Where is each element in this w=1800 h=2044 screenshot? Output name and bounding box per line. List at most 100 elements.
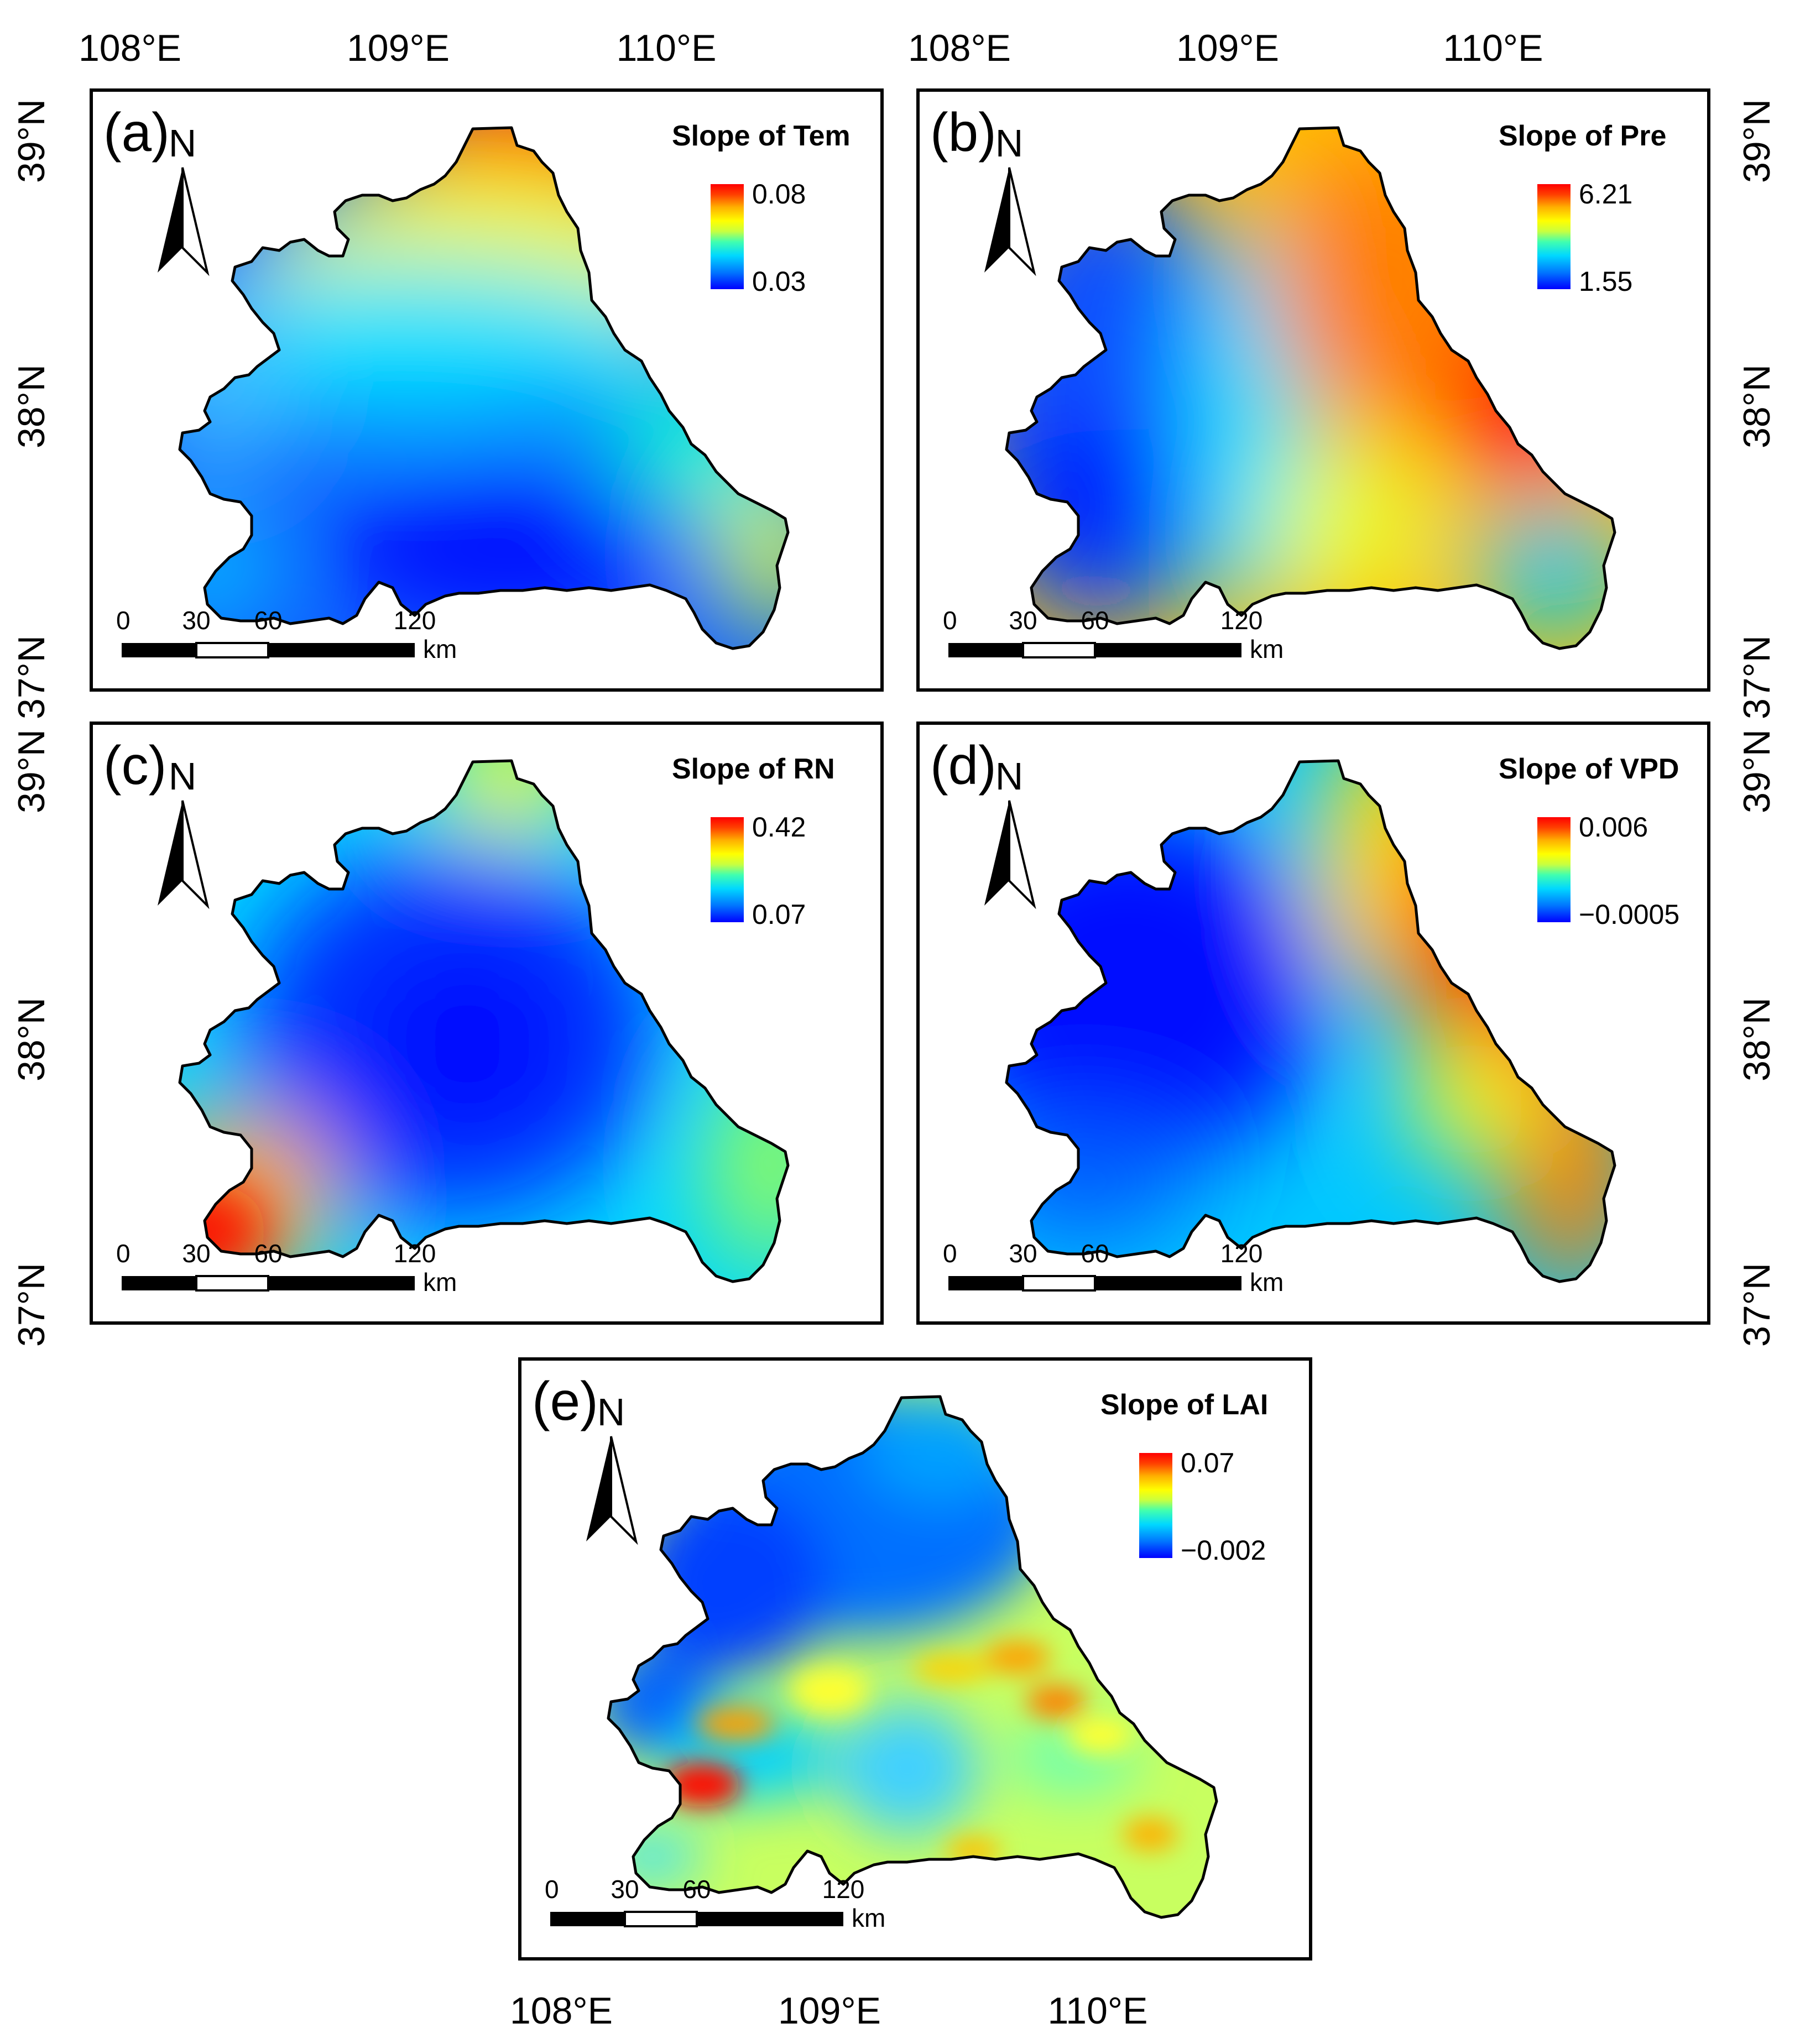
legend: Slope of RN 0.42 0.07 (672, 753, 835, 930)
legend-color-ramp (1537, 817, 1571, 922)
left-lat-label: 38°N (11, 997, 53, 1081)
scale-segment-black (948, 1276, 1023, 1290)
legend-min-value: 1.55 (1579, 266, 1632, 297)
panel-frame (916, 722, 1710, 1325)
scale-segment-black (268, 643, 415, 657)
left-lat-label: 37°N (11, 1263, 53, 1347)
scale-tick-label: 60 (254, 606, 282, 635)
scale-unit: km (1250, 1268, 1284, 1297)
right-lat-label: 39°N (1736, 729, 1778, 813)
legend-min-value: −0.0005 (1579, 899, 1679, 930)
scale-segment-black (268, 1276, 415, 1290)
scale-tick-label: 0 (545, 1875, 559, 1904)
scale-segment-black (550, 1912, 625, 1926)
right-lat-label: 38°N (1736, 364, 1778, 448)
north-arrow: N (984, 122, 1036, 276)
legend-title: Slope of LAI (1100, 1389, 1268, 1421)
north-arrow-left-half (586, 1436, 611, 1541)
legend: Slope of Tem 0.08 0.03 (672, 120, 851, 297)
legend: Slope of Pre 6.21 1.55 (1499, 120, 1666, 297)
scale-segment-black (948, 643, 1023, 657)
legend-max-value: 0.006 (1579, 812, 1648, 843)
scale-segment-black (697, 1912, 843, 1926)
north-arrow-left-half (158, 168, 182, 273)
scale-segment-white (1022, 642, 1096, 658)
legend-color-ramp (1139, 1453, 1172, 1558)
north-arrow: N (984, 755, 1036, 909)
north-arrow-letter: N (995, 755, 1024, 798)
north-arrow-letter: N (597, 1390, 625, 1434)
scale-tick-label: 60 (254, 1239, 282, 1268)
left-lat-label: 39°N (11, 99, 53, 183)
scale-segment-white (195, 642, 269, 658)
legend-min-value: 0.07 (752, 899, 806, 930)
north-arrow-right-half (1008, 167, 1036, 276)
north-arrow-left-half (158, 801, 182, 906)
right-lat-label: 39°N (1736, 99, 1778, 183)
scale-tick-label: 30 (611, 1875, 639, 1904)
right-lat-label: 37°N (1736, 635, 1778, 719)
north-arrow: N (586, 1390, 638, 1545)
north-arrow-letter: N (995, 122, 1024, 165)
legend-title: Slope of Tem (672, 120, 851, 152)
scale-tick-label: 60 (682, 1875, 711, 1904)
scale-tick-label: 120 (1220, 606, 1263, 635)
legend-max-value: 6.21 (1579, 179, 1632, 210)
top-lon-label: 109°E (1176, 27, 1279, 69)
north-arrow-left-half (984, 801, 1009, 906)
panel-label: (d) (930, 735, 996, 796)
scale-tick-label: 120 (394, 606, 436, 635)
scale-segment-black (122, 643, 196, 657)
right-lat-label: 38°N (1736, 997, 1778, 1081)
panel-frame (90, 88, 884, 692)
panel-frame (518, 1357, 1312, 1961)
left-lat-label: 38°N (11, 364, 53, 448)
panel-label: (c) (103, 735, 166, 796)
scale-segment-black (1095, 643, 1241, 657)
legend-color-ramp (711, 817, 744, 922)
scale-tick-label: 30 (1009, 1239, 1037, 1268)
north-arrow-right-half (1008, 800, 1036, 909)
scale-unit: km (1250, 635, 1284, 663)
latitude-labels: 39°N 38°N 37°N 39°N 38°N 37°N 39°N 38°N … (11, 99, 1778, 1347)
legend-max-value: 0.42 (752, 812, 806, 843)
scale-tick-label: 0 (116, 1239, 131, 1268)
bottom-lon-label: 110°E (1048, 1990, 1148, 2032)
north-arrow: N (158, 755, 210, 909)
legend-title: Slope of Pre (1499, 120, 1666, 152)
legend-min-value: −0.002 (1181, 1535, 1266, 1566)
legend: Slope of VPD 0.006 −0.0005 (1499, 753, 1679, 930)
scale-tick-label: 60 (1081, 606, 1109, 635)
north-arrow-right-half (610, 1436, 638, 1545)
panel-label: (e) (532, 1371, 598, 1431)
scale-segment-white (1022, 1275, 1096, 1292)
panel-label: (b) (930, 102, 996, 163)
north-arrow-right-half (181, 167, 210, 276)
top-lon-label: 108°E (79, 27, 181, 69)
north-arrow-letter: N (169, 755, 197, 798)
north-arrow-right-half (181, 800, 210, 909)
north-arrow: N (158, 122, 210, 276)
scale-segment-black (122, 1276, 196, 1290)
legend-color-ramp (711, 184, 744, 289)
left-lat-label: 39°N (11, 729, 53, 813)
north-arrow-left-half (984, 168, 1009, 273)
scale-tick-label: 30 (182, 606, 210, 635)
scale-tick-label: 30 (1009, 606, 1037, 635)
scale-tick-label: 0 (943, 606, 957, 635)
scale-segment-black (1095, 1276, 1241, 1290)
top-lon-label: 110°E (1443, 27, 1543, 69)
scale-unit: km (852, 1904, 885, 1932)
north-arrow-letter: N (169, 122, 197, 165)
scale-segment-white (624, 1911, 698, 1927)
panel-frame (90, 722, 884, 1325)
